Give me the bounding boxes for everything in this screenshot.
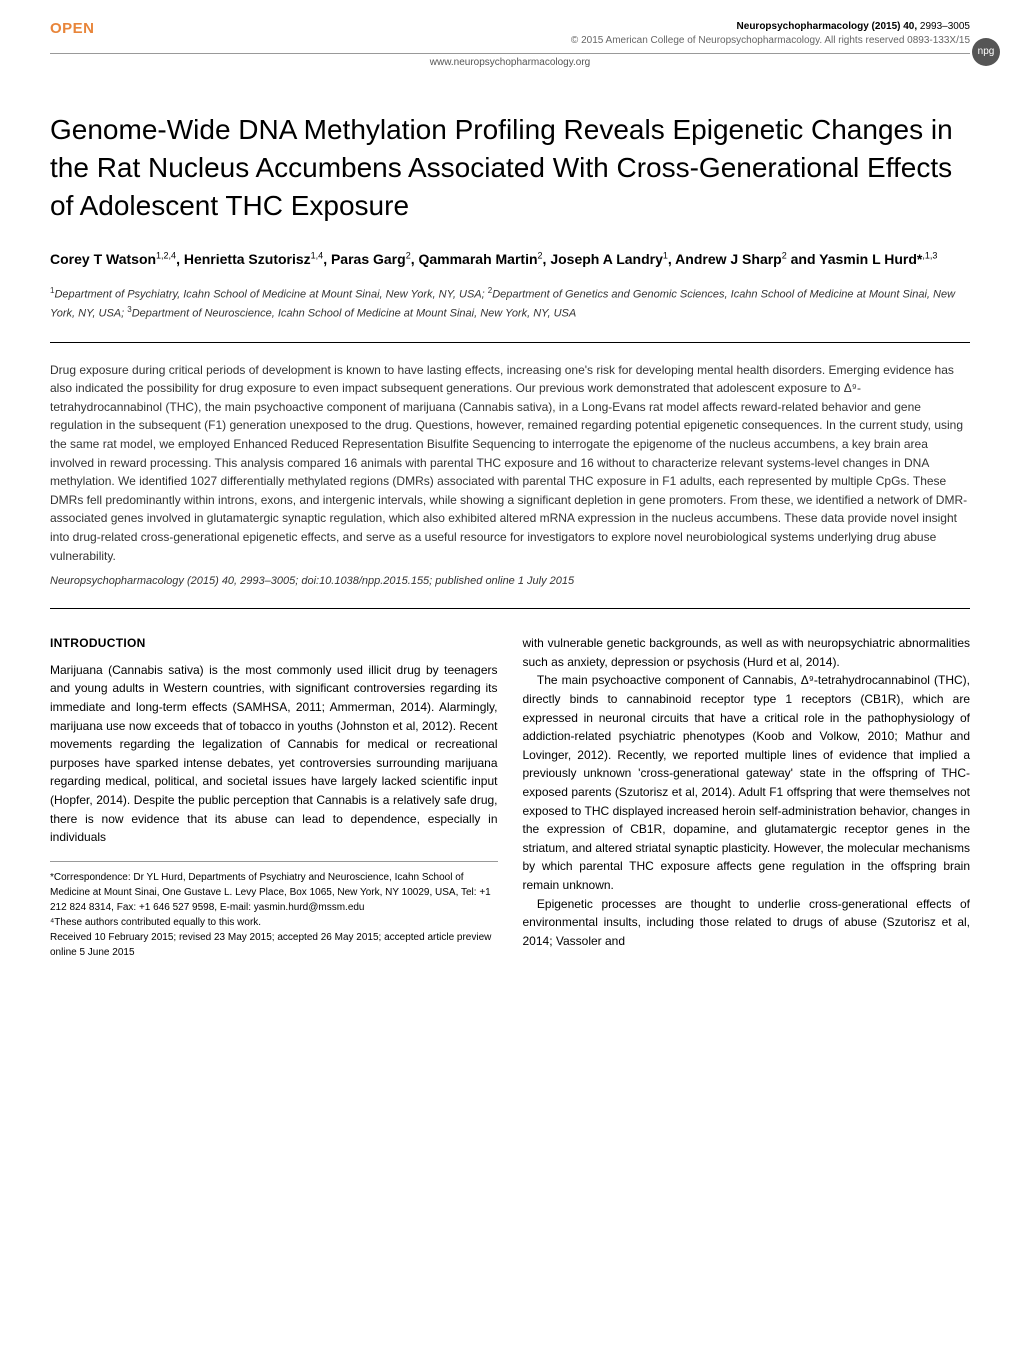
page-header: OPEN Neuropsychopharmacology (2015) 40, … xyxy=(0,0,1020,53)
open-access-badge: OPEN xyxy=(50,20,95,37)
introduction-heading: INTRODUCTION xyxy=(50,634,498,653)
journal-name-vol: Neuropsychopharmacology (2015) 40, xyxy=(737,21,918,32)
intro-paragraph-1: Marijuana (Cannabis sativa) is the most … xyxy=(50,661,498,847)
affiliations: 1Department of Psychiatry, Icahn School … xyxy=(0,285,1020,341)
journal-meta: Neuropsychopharmacology (2015) 40, 2993–… xyxy=(571,20,970,48)
abstract-box: Drug exposure during critical periods of… xyxy=(50,342,970,610)
right-paragraph-2: The main psychoactive component of Canna… xyxy=(523,671,971,894)
journal-pages: 2993–3005 xyxy=(917,21,970,32)
left-column: INTRODUCTION Marijuana (Cannabis sativa)… xyxy=(50,634,498,960)
copyright-line: © 2015 American College of Neuropsychoph… xyxy=(571,34,970,48)
author-list: Corey T Watson1,2,4, Henrietta Szutorisz… xyxy=(0,249,1020,285)
article-dates: Received 10 February 2015; revised 23 Ma… xyxy=(50,930,498,960)
correspondence-block: *Correspondence: Dr YL Hurd, Departments… xyxy=(50,861,498,960)
right-paragraph-1: with vulnerable genetic backgrounds, as … xyxy=(523,634,971,671)
abstract-text: Drug exposure during critical periods of… xyxy=(50,361,970,566)
npg-badge-icon: npg xyxy=(972,38,1000,66)
equal-contribution-note: ⁴These authors contributed equally to th… xyxy=(50,915,498,930)
right-paragraph-3: Epigenetic processes are thought to unde… xyxy=(523,895,971,951)
abstract-citation: Neuropsychopharmacology (2015) 40, 2993–… xyxy=(50,573,970,590)
journal-citation: Neuropsychopharmacology (2015) 40, 2993–… xyxy=(571,20,970,34)
journal-url: www.neuropsychopharmacology.org xyxy=(0,54,1020,76)
right-column: with vulnerable genetic backgrounds, as … xyxy=(523,634,971,960)
body-columns: INTRODUCTION Marijuana (Cannabis sativa)… xyxy=(0,634,1020,990)
article-title: Genome-Wide DNA Methylation Profiling Re… xyxy=(0,76,1020,249)
correspondence-address: *Correspondence: Dr YL Hurd, Departments… xyxy=(50,870,498,915)
